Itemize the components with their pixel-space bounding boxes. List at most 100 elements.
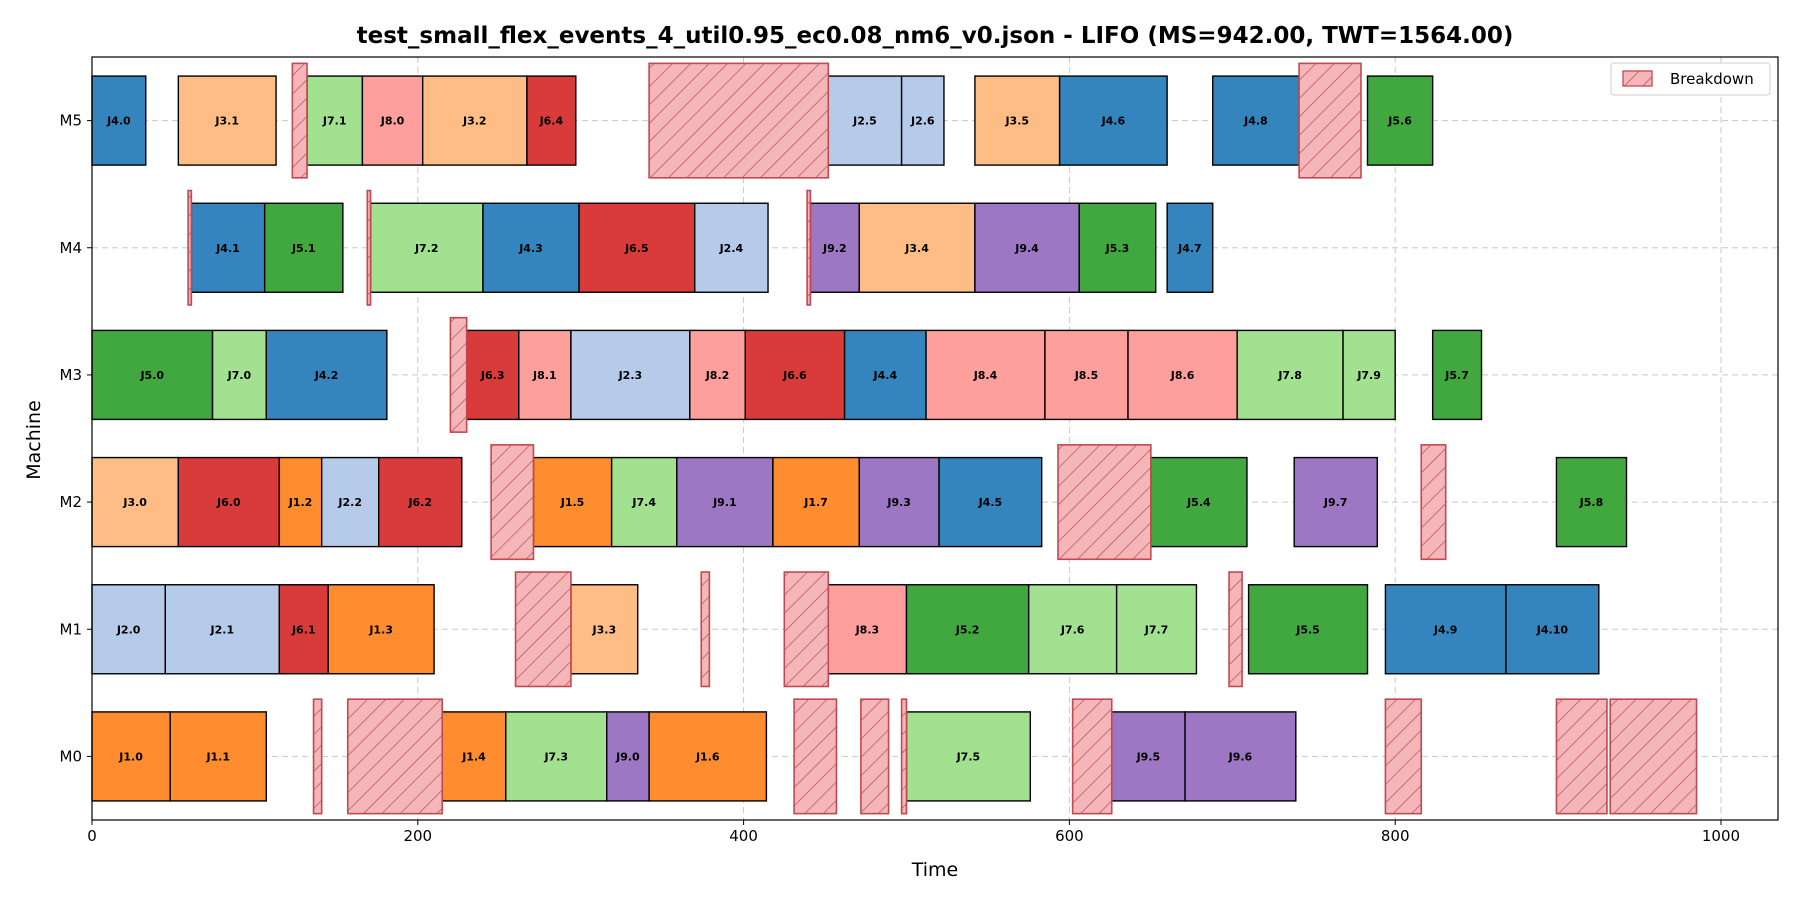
- operation-bar: [827, 584, 908, 675]
- operation-labels: J1.0 J1.1 J1.4 J7.3 J9.0 J1.6 J7.5 J9.5 J9.6 J2.0…: [106, 115, 1603, 764]
- operation-bar: [694, 202, 769, 293]
- operation-label: J8.5: [1074, 369, 1099, 382]
- breakdown-bar: [700, 571, 711, 688]
- operation-bar: [369, 202, 484, 293]
- legend-label: Breakdown: [1670, 70, 1754, 88]
- operation-label: J4.5: [978, 496, 1003, 509]
- operation-bar: [905, 584, 1030, 675]
- operation-label: J9.3: [886, 496, 911, 509]
- operation-bar: [900, 75, 945, 166]
- operation-label: J9.2: [822, 242, 847, 255]
- operation-bar: [606, 711, 650, 802]
- operation-bar: [361, 75, 424, 166]
- operation-label: J8.6: [1170, 369, 1195, 382]
- x-axis-ticks: 0 200 400 600 800 1000: [87, 820, 1740, 845]
- y-tick-label: M2: [60, 493, 83, 511]
- operation-bar: [1431, 329, 1483, 421]
- breakdown-bar: [490, 444, 535, 561]
- operation-label: J1.1: [205, 750, 230, 763]
- breakdown-bar: [1555, 698, 1608, 815]
- operation-bar: [1184, 711, 1297, 802]
- operation-bar: [1027, 584, 1118, 675]
- operation-label: J5.5: [1295, 623, 1320, 636]
- operation-bar: [211, 329, 268, 421]
- operation-label: J2.1: [210, 623, 235, 636]
- operation-label: J2.3: [618, 369, 643, 382]
- breakdown-bar: [187, 189, 193, 306]
- operation-label: J8.3: [855, 623, 880, 636]
- operation-label: J4.10: [1536, 623, 1569, 636]
- operation-label: J5.7: [1444, 369, 1469, 382]
- operation-bar: [1044, 329, 1129, 421]
- operation-label: J4.2: [314, 369, 339, 382]
- operation-bar: [164, 584, 281, 675]
- operation-bar: [263, 202, 344, 293]
- breakdown-bar: [648, 62, 830, 179]
- operation-label: J4.7: [1177, 242, 1202, 255]
- operation-label: J1.0: [118, 750, 143, 763]
- operation-label: J9.0: [615, 750, 640, 763]
- operation-label: J5.3: [1105, 242, 1130, 255]
- operation-bar: [505, 711, 608, 802]
- operation-label: J2.5: [852, 115, 877, 128]
- breakdown-bar: [366, 189, 372, 306]
- operation-bar: [1366, 75, 1434, 166]
- operation-label: J5.2: [955, 623, 980, 636]
- operation-bar: [1166, 202, 1214, 293]
- operation-bar: [177, 75, 277, 166]
- y-tick-label: M5: [60, 112, 83, 130]
- operation-label: J4.1: [215, 242, 240, 255]
- operation-bar: [1342, 329, 1396, 421]
- y-axis-ticks: M0 M1 M2 M3 M4 M5: [60, 112, 92, 765]
- operation-label: J3.2: [462, 115, 487, 128]
- operation-bar: [843, 329, 927, 421]
- operation-label: J4.6: [1101, 115, 1126, 128]
- operation-label: J3.1: [214, 115, 239, 128]
- operation-label: J7.7: [1144, 623, 1169, 636]
- operation-bar: [1236, 329, 1344, 421]
- legend: Breakdown: [1610, 62, 1771, 96]
- x-axis-label: Time: [911, 859, 959, 881]
- operation-bar: [570, 329, 691, 421]
- operation-bar: [327, 584, 435, 675]
- operation-label: J1.6: [695, 750, 720, 763]
- operation-bar: [91, 584, 167, 675]
- operation-label: J6.5: [624, 242, 649, 255]
- operation-bar: [744, 329, 846, 421]
- breakdown-bar: [1057, 444, 1152, 561]
- operation-bar: [1293, 456, 1378, 548]
- operation-label: J6.3: [480, 369, 505, 382]
- operation-label: J2.4: [719, 242, 744, 255]
- operation-bar: [858, 202, 976, 293]
- y-tick-label: M4: [60, 239, 83, 257]
- operation-bar: [177, 456, 281, 548]
- breakdown-bar: [1228, 571, 1243, 688]
- operation-label: J7.8: [1277, 369, 1302, 382]
- chart-title: test_small_flex_events_4_util0.95_ec0.08…: [357, 23, 1514, 49]
- operation-bar: [689, 329, 746, 421]
- breakdown-bar: [514, 571, 572, 688]
- operation-label: J9.6: [1228, 750, 1253, 763]
- operation-bar: [1150, 456, 1248, 548]
- operation-label: J5.1: [291, 242, 316, 255]
- operation-label: J3.5: [1004, 115, 1029, 128]
- operation-label: J7.6: [1060, 623, 1085, 636]
- operation-label: J6.1: [291, 623, 316, 636]
- operation-label: J4.9: [1433, 623, 1458, 636]
- breakdown-bars: [187, 62, 1698, 815]
- operation-bar: [1111, 711, 1186, 802]
- breakdown-bar: [1384, 698, 1423, 815]
- operation-bar: [648, 711, 768, 802]
- grid-lines: [91, 57, 1778, 820]
- operation-label: J7.5: [956, 750, 981, 763]
- operation-label: J6.6: [782, 369, 807, 382]
- operation-label: J6.0: [216, 496, 241, 509]
- operation-bar: [610, 456, 678, 548]
- operation-label: J1.5: [560, 496, 585, 509]
- operation-label: J8.1: [532, 369, 557, 382]
- operation-bar: [1058, 75, 1168, 166]
- breakdown-bar: [783, 571, 830, 688]
- operation-bar: [1555, 456, 1628, 548]
- x-tick-label: 600: [1055, 827, 1084, 845]
- operation-label: J4.4: [873, 369, 898, 382]
